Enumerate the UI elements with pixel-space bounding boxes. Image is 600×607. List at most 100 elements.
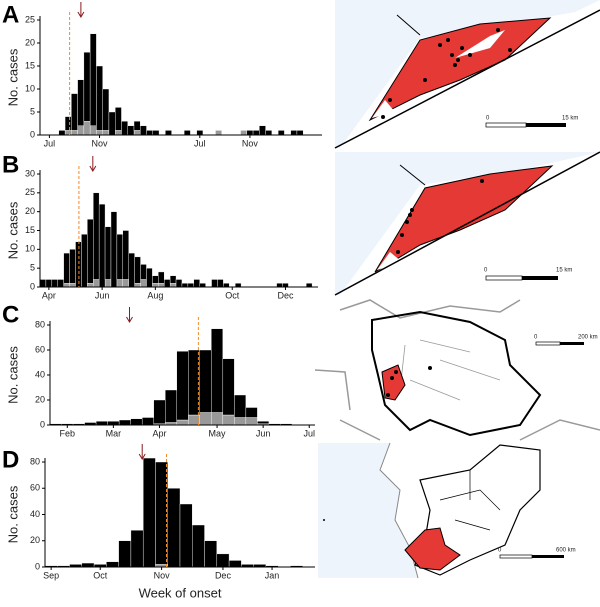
bar [175,279,183,288]
bar [165,130,172,136]
bar [83,52,91,122]
bar [165,389,177,423]
bar [95,421,108,426]
bar [93,192,100,280]
bar [199,349,212,413]
bar [39,279,47,288]
x-tick-label: Aug [147,290,163,300]
bar [211,328,224,413]
bar [215,130,222,136]
bar [234,417,247,426]
panel-label: C [2,301,19,328]
y-axis-title: No. cases [5,346,20,404]
x-tick-label: Nov [92,138,109,148]
bar [196,130,204,136]
scale-label: 600 km [556,548,576,554]
y-tick-label: 40 [35,369,45,379]
bar [276,283,283,288]
y-tick-label: 15 [25,60,35,70]
bar [64,116,72,131]
bar [96,130,103,136]
bar [158,283,165,288]
x-axis-title: Week of onset [139,585,222,600]
bar [118,540,132,568]
bar [176,351,189,421]
bar [167,488,181,568]
bar [89,125,97,136]
bar [222,414,235,426]
bar [234,283,242,288]
bar [245,407,258,418]
bar [64,130,72,136]
y-tick-label: 20 [25,206,35,216]
bar [141,417,154,426]
x-tick-label: Nov [242,138,259,148]
bar [146,267,153,288]
panel-label: B [2,151,19,178]
bar [77,125,85,136]
bar [290,130,298,136]
y-tick-label: 5 [30,263,35,273]
bar [176,419,189,426]
x-tick-label: May [209,428,227,438]
scale-label: 0 [534,335,538,341]
x-tick-label: Mar [106,428,122,438]
bar [98,203,106,288]
bar [102,88,110,131]
bar [142,457,156,568]
panel-label: D [2,446,19,473]
bar [228,560,242,568]
bar [87,218,94,284]
bar [169,275,177,284]
bar [93,279,100,288]
bar [69,249,76,284]
scale-label: 200 km [578,335,598,341]
bar [179,503,193,568]
bar [134,256,141,284]
bar [45,279,53,288]
bar [89,33,97,126]
arrow-head [138,453,146,460]
bar [130,418,143,426]
bar [265,130,273,136]
bar [104,226,112,280]
scale-label: 15 km [562,116,578,122]
bar [128,252,135,288]
bar [204,540,218,568]
bar [217,279,224,288]
panel-label: A [2,1,19,28]
y-axis-title: No. cases [5,201,20,259]
y-tick-label: 20 [25,37,35,47]
bar [63,283,70,288]
bar [69,283,76,288]
bar [155,461,168,565]
bar [71,130,78,136]
x-tick-label: Jul [194,138,206,148]
bar [259,125,266,136]
y-tick-label: 25 [25,187,35,197]
bar [107,421,120,426]
y-tick-label: 10 [25,244,35,254]
bar [296,130,304,136]
bar [108,111,116,136]
scale-label: 0 [484,268,488,274]
x-tick-label: Apr [42,290,56,300]
y-tick-label: 15 [25,225,35,235]
bar [152,283,159,288]
x-tick-label: Oct [93,570,108,580]
x-tick-label: Jul [303,428,315,438]
bar [57,279,64,288]
bar [183,130,191,136]
bar [104,279,112,288]
bar [116,279,124,288]
bar [187,283,194,288]
x-tick-label: Jul [44,138,56,148]
bar [216,553,230,568]
bar [130,530,144,568]
bar [246,130,254,136]
bar [192,524,205,568]
bar [106,561,119,568]
bar [114,130,122,136]
bar [127,125,135,136]
bar [146,130,154,136]
